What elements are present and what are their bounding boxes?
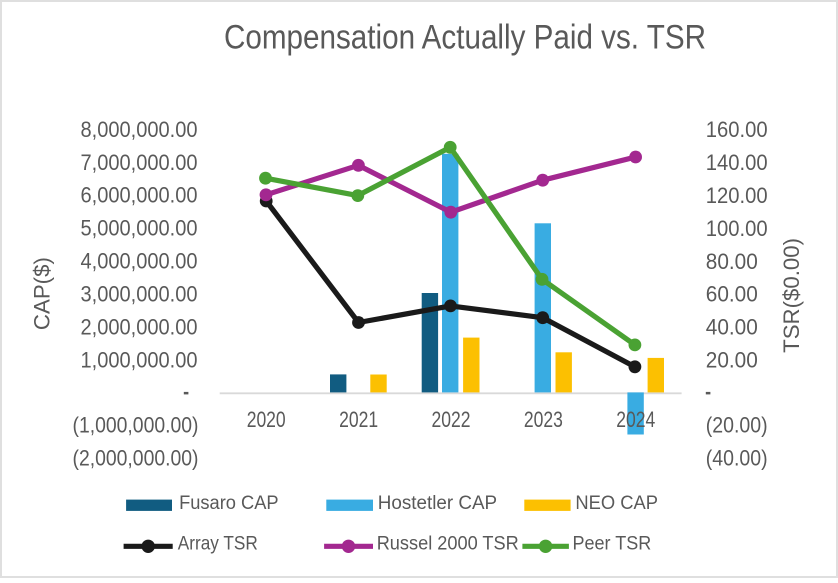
svg-text:1,000,000.00: 1,000,000.00 bbox=[81, 347, 198, 372]
svg-text:(2,000,000.00): (2,000,000.00) bbox=[73, 445, 199, 470]
svg-text:140.00: 140.00 bbox=[706, 150, 768, 175]
svg-text:2023: 2023 bbox=[524, 407, 563, 432]
svg-text:Compensation Actually Paid vs.: Compensation Actually Paid vs. TSR bbox=[224, 18, 706, 56]
svg-text:40.00: 40.00 bbox=[706, 315, 758, 340]
svg-text:Hostetler CAP: Hostetler CAP bbox=[378, 493, 497, 514]
svg-text:2020: 2020 bbox=[247, 407, 286, 432]
svg-text:3,000,000.00: 3,000,000.00 bbox=[81, 282, 198, 307]
svg-text:Array TSR: Array TSR bbox=[178, 533, 258, 554]
svg-text:100.00: 100.00 bbox=[706, 216, 768, 241]
svg-text:80.00: 80.00 bbox=[706, 249, 758, 274]
svg-text:TSR($0.00): TSR($0.00) bbox=[779, 238, 804, 353]
svg-text:20.00: 20.00 bbox=[706, 348, 758, 373]
svg-text:5,000,000.00: 5,000,000.00 bbox=[81, 216, 198, 241]
svg-text:2021: 2021 bbox=[339, 407, 378, 432]
svg-text:2022: 2022 bbox=[432, 407, 471, 432]
svg-text:NEO CAP: NEO CAP bbox=[575, 493, 658, 514]
svg-text:6,000,000.00: 6,000,000.00 bbox=[81, 183, 198, 208]
svg-text:Fusaro CAP: Fusaro CAP bbox=[179, 493, 279, 514]
svg-text:(40.00): (40.00) bbox=[706, 445, 768, 470]
svg-text:8,000,000.00: 8,000,000.00 bbox=[81, 117, 198, 142]
svg-text:120.00: 120.00 bbox=[706, 183, 768, 208]
svg-text:2024: 2024 bbox=[616, 407, 655, 432]
svg-text:Peer TSR: Peer TSR bbox=[573, 533, 652, 554]
svg-text:(20.00): (20.00) bbox=[706, 413, 768, 438]
svg-text:Russel 2000 TSR: Russel 2000 TSR bbox=[377, 533, 519, 554]
svg-text:CAP($): CAP($) bbox=[30, 257, 55, 330]
svg-text:160.00: 160.00 bbox=[706, 117, 768, 142]
svg-text:(1,000,000.00): (1,000,000.00) bbox=[73, 413, 199, 438]
svg-text:4,000,000.00: 4,000,000.00 bbox=[81, 249, 198, 274]
svg-text:2,000,000.00: 2,000,000.00 bbox=[81, 315, 198, 340]
svg-text:60.00: 60.00 bbox=[706, 282, 758, 307]
svg-text:7,000,000.00: 7,000,000.00 bbox=[81, 150, 198, 175]
